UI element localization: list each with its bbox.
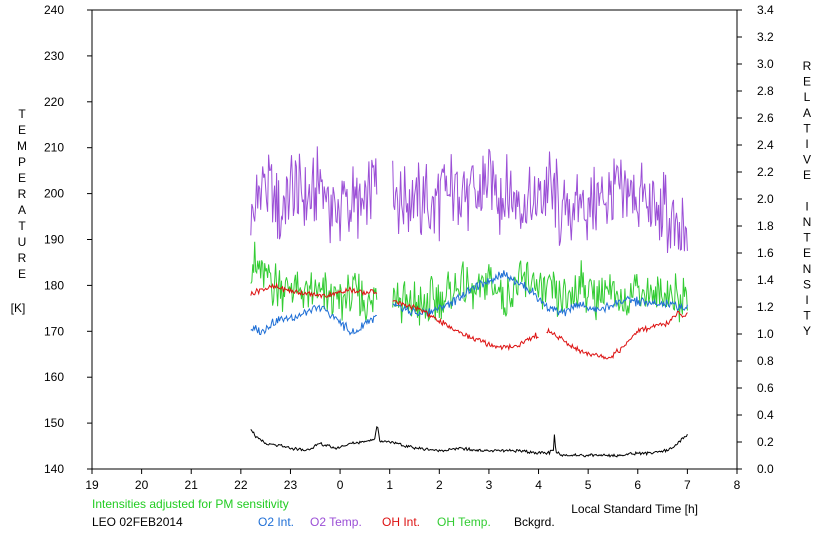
series-line (250, 270, 688, 336)
y-right-tick-label: 0.0 (757, 462, 774, 476)
y-left-unit: [K] (11, 301, 26, 315)
y-right-label-char: N (803, 215, 812, 229)
x-tick-label: 3 (486, 478, 493, 492)
plot-frame (91, 9, 738, 470)
y-left-tick-label: 200 (44, 187, 64, 201)
y-right-axis-ticks: 0.0 0.2 0.4 0.6 0.8 1.0 1.2 1.4 1.6 1.8 2.0 2.2 2.4 2… (737, 3, 774, 476)
y-left-axis-ticks: 140 150 160 170 180 190 200 210 220 230 240 (44, 3, 92, 476)
y-left-label-char: U (18, 235, 27, 249)
y-right-label-char: L (804, 90, 811, 104)
y-left-label-char: R (18, 251, 27, 265)
y-right-label-char: Y (803, 324, 811, 338)
x-tick-label: 5 (585, 478, 592, 492)
y-left-label-char: P (18, 155, 26, 169)
sensitivity-note: Intensities adjusted for PM sensitivity (92, 497, 289, 511)
y-right-label-char: V (803, 153, 811, 167)
x-tick-label: 0 (337, 478, 344, 492)
y-left-label-char: E (18, 123, 26, 137)
y-right-tick-label: 2.6 (757, 111, 774, 125)
y-left-label-char: R (18, 187, 27, 201)
y-right-tick-label: 2.2 (757, 165, 774, 179)
y-right-label-char: S (803, 277, 811, 291)
y-right-tick-label: 1.4 (757, 273, 774, 287)
station-date: LEO 02FEB2014 (92, 515, 183, 529)
y-right-label-char: I (805, 293, 808, 307)
y-right-label-char: I (805, 137, 808, 151)
y-right-tick-label: 1.2 (757, 300, 774, 314)
x-tick-label: 2 (436, 478, 443, 492)
series-line (250, 425, 688, 458)
y-right-tick-label: 0.4 (757, 408, 774, 422)
x-axis-label: Local Standard Time [h] (571, 502, 698, 516)
y-left-tick-label: 180 (44, 278, 64, 292)
y-right-label-char: E (803, 75, 811, 89)
y-left-tick-label: 210 (44, 141, 64, 155)
y-right-label-char: E (803, 168, 811, 182)
x-tick-label: 19 (85, 478, 99, 492)
x-tick-label: 21 (185, 478, 199, 492)
y-left-tick-label: 240 (44, 3, 64, 17)
y-right-label-char: T (803, 121, 811, 135)
y-left-label-char: T (18, 219, 26, 233)
y-right-label-char: I (805, 199, 808, 213)
y-left-tick-label: 220 (44, 95, 64, 109)
legend: O2 Int. O2 Temp. OH Int. OH Temp. Bckgrd. (258, 515, 555, 529)
x-tick-label: 22 (234, 478, 248, 492)
x-tick-label: 6 (634, 478, 641, 492)
x-tick-label: 23 (284, 478, 298, 492)
y-left-label-char: E (18, 267, 26, 281)
y-left-label-char: A (18, 203, 26, 217)
legend-entry: Bckgrd. (514, 515, 555, 529)
x-tick-label: 1 (386, 478, 393, 492)
y-right-tick-label: 3.4 (757, 3, 774, 17)
series-line (250, 146, 688, 254)
y-right-label-char: T (803, 309, 811, 323)
y-left-tick-label: 170 (44, 324, 64, 338)
y-left-tick-label: 160 (44, 370, 64, 384)
y-right-tick-label: 1.0 (757, 327, 774, 341)
y-left-tick-label: 230 (44, 49, 64, 63)
y-left-tick-label: 190 (44, 233, 64, 247)
y-right-tick-label: 0.8 (757, 354, 774, 368)
y-right-tick-label: 0.6 (757, 381, 774, 395)
y-left-label-char: M (17, 139, 27, 153)
y-right-label-char: T (803, 231, 811, 245)
y-left-label-char: E (18, 171, 26, 185)
legend-entry: O2 Int. (258, 515, 294, 529)
y-right-tick-label: 0.2 (757, 435, 774, 449)
y-right-tick-label: 2.8 (757, 84, 774, 98)
y-left-tick-label: 150 (44, 416, 64, 430)
x-tick-label: 4 (535, 478, 542, 492)
y-right-label-char: E (803, 246, 811, 260)
x-tick-label: 7 (684, 478, 691, 492)
x-tick-label: 20 (135, 478, 149, 492)
legend-entry: OH Int. (382, 515, 420, 529)
y-right-tick-label: 1.6 (757, 246, 774, 260)
series-line (250, 282, 688, 360)
x-tick-label: 8 (734, 478, 741, 492)
y-right-tick-label: 3.2 (757, 30, 774, 44)
y-left-tick-label: 140 (44, 462, 64, 476)
x-axis-ticks: 19 20 21 22 23 0 1 2 3 4 5 6 7 8 (85, 469, 741, 492)
series-line (250, 241, 688, 326)
y-right-tick-label: 1.8 (757, 219, 774, 233)
y-right-tick-label: 2.4 (757, 138, 774, 152)
series-layer (250, 146, 688, 458)
y-right-tick-label: 2.0 (757, 192, 774, 206)
y-right-label-char: A (803, 106, 811, 120)
y-left-label-char: T (18, 107, 26, 121)
y-right-label-char: N (803, 262, 812, 276)
legend-entry: O2 Temp. (310, 515, 362, 529)
y-right-tick-label: 3.0 (757, 57, 774, 71)
y-right-label-char: R (803, 59, 812, 73)
legend-entry: OH Temp. (437, 515, 491, 529)
